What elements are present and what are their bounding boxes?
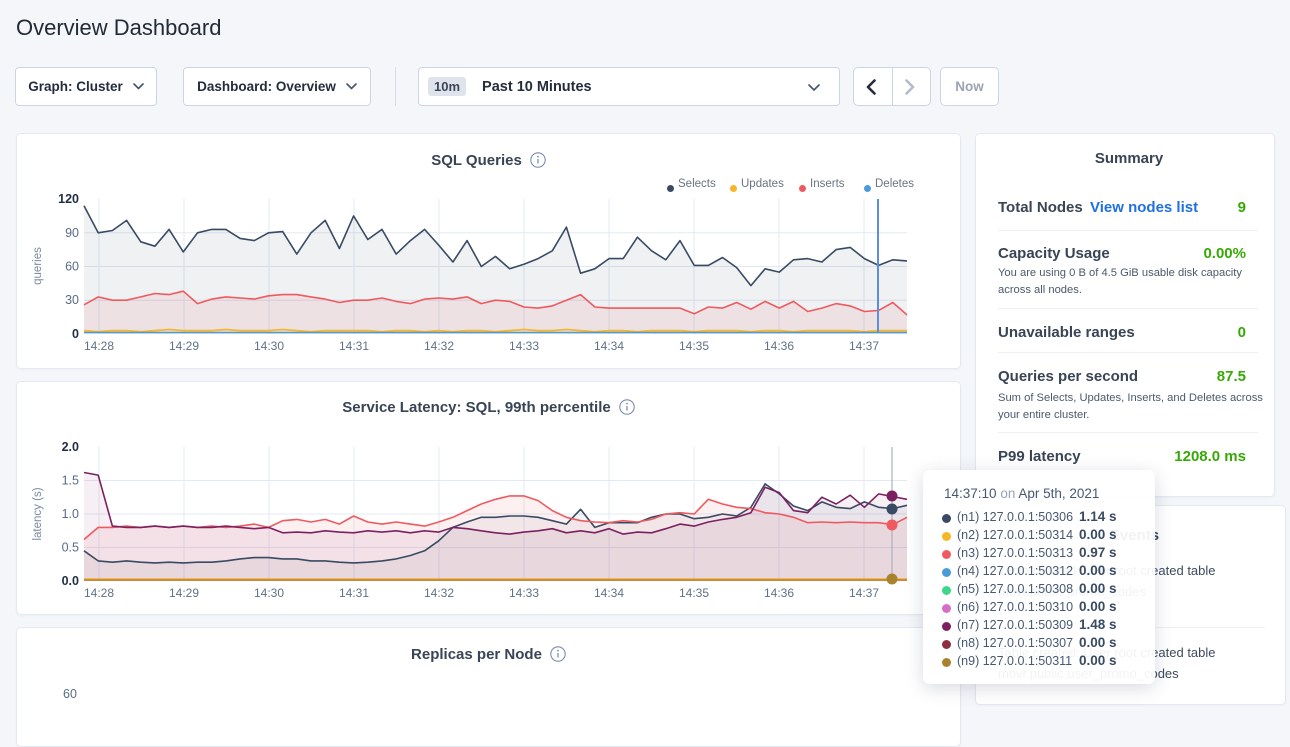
svg-text:14:32: 14:32 xyxy=(424,586,454,600)
svg-text:1.0: 1.0 xyxy=(62,507,79,521)
svg-text:14:31: 14:31 xyxy=(339,586,369,600)
svg-text:14:34: 14:34 xyxy=(594,339,624,353)
svg-text:1.5: 1.5 xyxy=(62,474,79,488)
svg-text:120: 120 xyxy=(58,192,79,206)
svg-text:0: 0 xyxy=(72,327,79,341)
svg-text:60: 60 xyxy=(65,260,79,274)
svg-text:14:29: 14:29 xyxy=(169,586,199,600)
svg-text:14:37: 14:37 xyxy=(849,339,879,353)
svg-text:14:30: 14:30 xyxy=(254,586,284,600)
svg-text:30: 30 xyxy=(65,293,79,307)
svg-text:14:35: 14:35 xyxy=(679,339,709,353)
svg-text:14:33: 14:33 xyxy=(509,339,539,353)
svg-text:14:30: 14:30 xyxy=(254,339,284,353)
svg-text:14:32: 14:32 xyxy=(424,339,454,353)
svg-text:14:34: 14:34 xyxy=(594,586,624,600)
svg-text:90: 90 xyxy=(65,226,79,240)
svg-text:14:31: 14:31 xyxy=(339,339,369,353)
svg-text:14:29: 14:29 xyxy=(169,339,199,353)
svg-text:latency (s): latency (s) xyxy=(32,487,44,540)
svg-text:14:35: 14:35 xyxy=(679,586,709,600)
svg-text:14:28: 14:28 xyxy=(84,586,114,600)
svg-text:2.0: 2.0 xyxy=(62,440,79,454)
svg-text:14:36: 14:36 xyxy=(764,586,794,600)
svg-text:0.0: 0.0 xyxy=(62,574,79,588)
svg-text:0.5: 0.5 xyxy=(62,541,79,555)
svg-text:queries: queries xyxy=(32,247,44,285)
svg-text:14:28: 14:28 xyxy=(84,339,114,353)
svg-text:14:37: 14:37 xyxy=(849,586,879,600)
svg-text:14:33: 14:33 xyxy=(509,586,539,600)
svg-text:14:36: 14:36 xyxy=(764,339,794,353)
